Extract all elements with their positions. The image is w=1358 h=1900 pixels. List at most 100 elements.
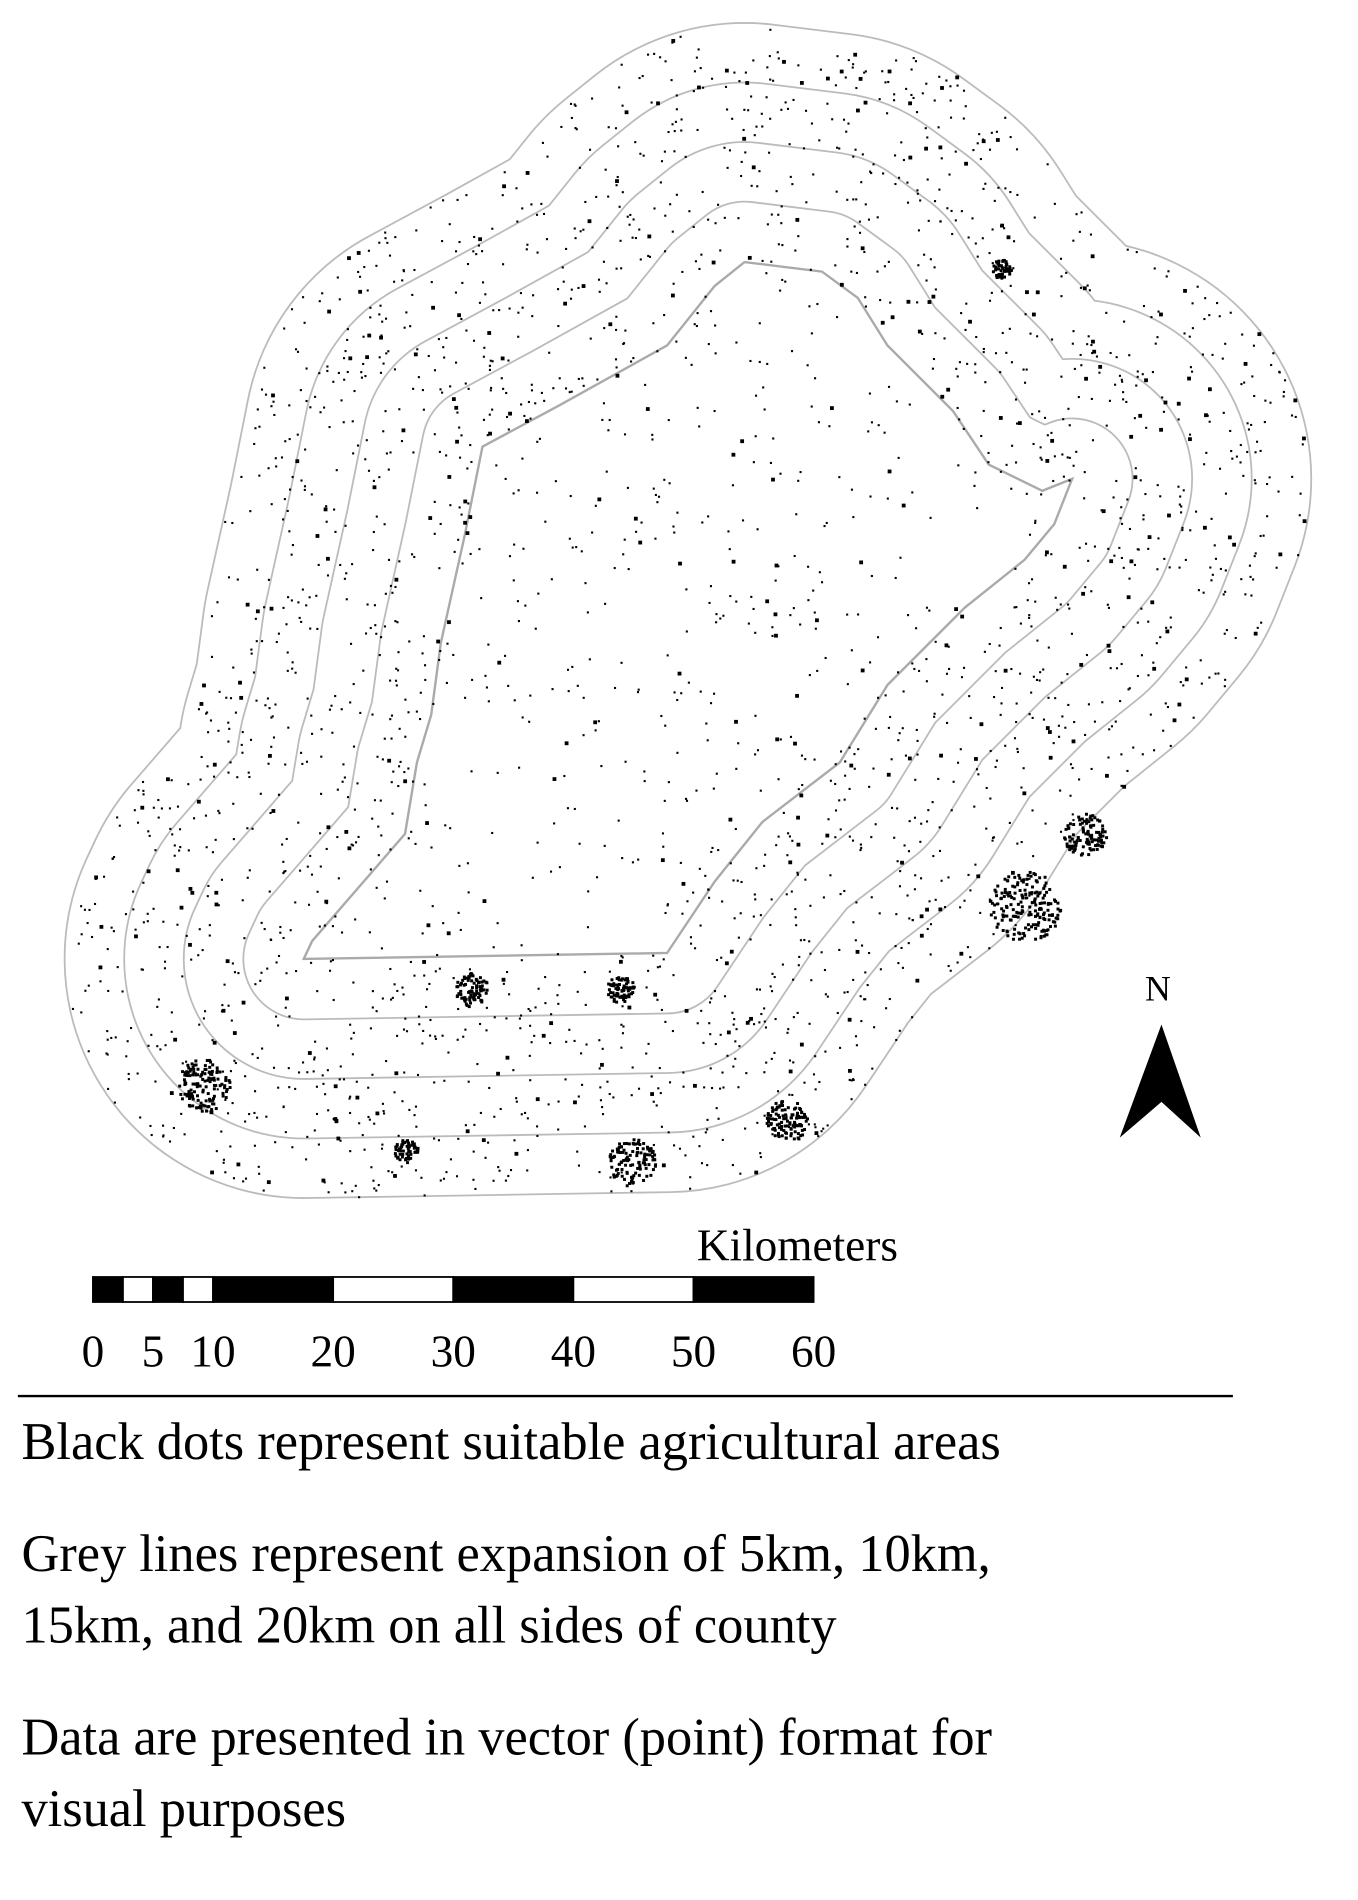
dot — [1229, 311, 1232, 314]
dot — [249, 510, 252, 513]
dot — [80, 1011, 83, 1014]
dot — [426, 923, 431, 928]
dot — [505, 1017, 508, 1020]
dot — [988, 148, 992, 151]
agricultural-dots — [71, 28, 1307, 1199]
dot — [479, 1111, 482, 1115]
dot — [979, 722, 984, 727]
dot — [530, 389, 534, 392]
dot — [839, 1046, 842, 1049]
dot — [1098, 364, 1103, 369]
dot — [626, 486, 629, 489]
dot — [645, 1153, 649, 1157]
dot — [383, 523, 386, 526]
dot — [224, 1098, 227, 1101]
dot — [229, 1145, 232, 1148]
dot — [414, 842, 417, 845]
dot — [1153, 267, 1156, 270]
dot — [557, 1128, 560, 1131]
dot — [625, 1155, 629, 1159]
dot — [1030, 691, 1033, 694]
dot — [1011, 444, 1014, 447]
dot — [237, 972, 240, 975]
dot — [895, 1038, 898, 1042]
dot — [303, 485, 307, 488]
dot — [1214, 557, 1218, 560]
dot — [807, 599, 810, 602]
dot — [897, 671, 900, 674]
dot — [1002, 894, 1006, 898]
dot — [663, 799, 666, 802]
dot — [1188, 437, 1192, 442]
dot — [726, 1054, 729, 1057]
dot — [452, 653, 455, 657]
dot — [667, 781, 670, 784]
dot — [653, 52, 656, 55]
dot — [1147, 535, 1152, 540]
dot — [1141, 753, 1144, 756]
dot — [847, 59, 850, 62]
dot — [928, 900, 931, 903]
dot — [458, 864, 461, 867]
dot — [258, 474, 261, 477]
dot — [653, 1153, 657, 1157]
dot — [385, 452, 388, 455]
dot — [565, 1040, 568, 1043]
dot — [295, 970, 298, 973]
dot — [358, 289, 363, 294]
dot — [1008, 265, 1012, 269]
dot — [1142, 514, 1145, 517]
dot — [490, 386, 493, 389]
dot — [766, 66, 769, 69]
dot — [413, 1150, 417, 1154]
dot — [424, 804, 427, 807]
dot — [556, 994, 559, 997]
dot — [617, 145, 620, 148]
dot — [740, 174, 743, 178]
dot — [1222, 593, 1225, 596]
dot — [185, 934, 188, 937]
dot — [979, 157, 982, 161]
dot — [310, 873, 314, 876]
dot — [204, 1085, 208, 1089]
dot — [1019, 900, 1023, 904]
dot — [106, 948, 109, 951]
dot — [974, 863, 977, 866]
dot — [433, 1081, 436, 1084]
dot — [1086, 831, 1090, 835]
dot — [227, 1004, 230, 1007]
dot — [767, 1120, 771, 1124]
dot — [407, 1150, 411, 1154]
dot — [472, 1178, 475, 1181]
dot — [907, 942, 910, 945]
dot — [400, 1165, 403, 1168]
dot — [960, 676, 964, 679]
dot — [465, 1129, 470, 1134]
dot — [533, 1034, 536, 1037]
dot — [409, 1152, 413, 1156]
dot — [274, 703, 277, 706]
dot — [336, 276, 339, 279]
dot — [338, 298, 341, 301]
dot — [670, 293, 675, 298]
dot — [615, 315, 618, 318]
dot — [696, 128, 699, 132]
dot — [750, 595, 753, 598]
dot — [1036, 894, 1040, 898]
dot — [622, 1158, 626, 1162]
dot — [620, 1168, 624, 1171]
dot — [1047, 730, 1052, 734]
dot — [1101, 824, 1105, 828]
dot — [1109, 667, 1112, 670]
dot — [1001, 266, 1005, 270]
dot — [1007, 267, 1011, 271]
dot — [631, 985, 635, 989]
dot — [647, 53, 650, 56]
dot — [696, 312, 699, 315]
dot — [413, 974, 416, 977]
dot — [707, 218, 710, 221]
dot — [680, 129, 683, 132]
dot — [484, 991, 488, 995]
dot — [285, 972, 288, 975]
dot — [474, 977, 478, 981]
